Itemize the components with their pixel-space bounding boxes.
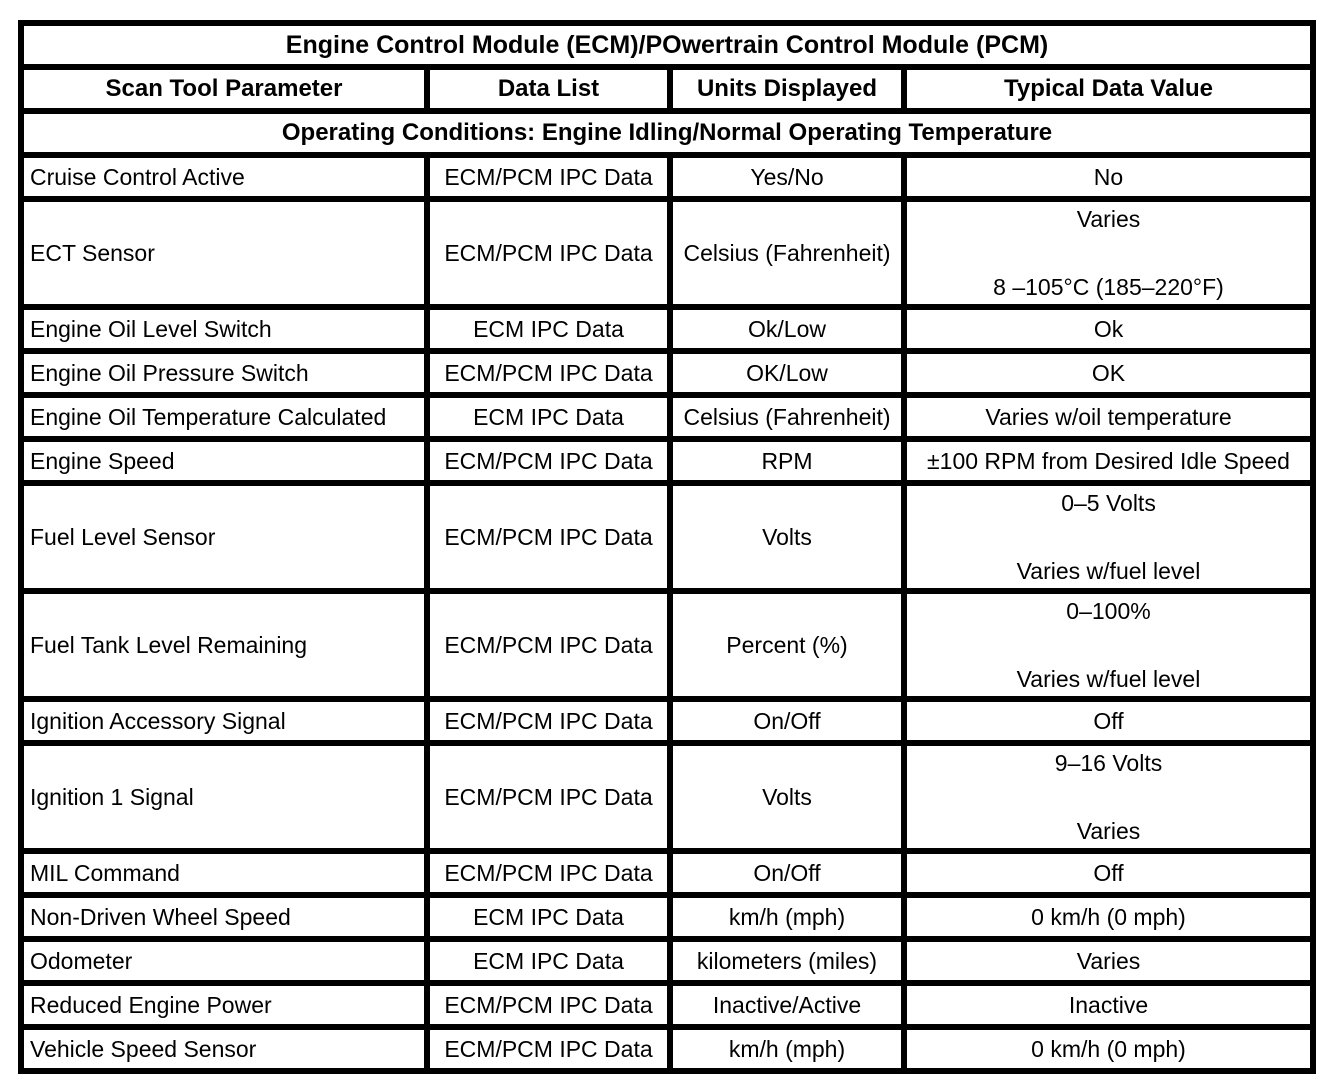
cell-units: km/h (mph): [667, 1024, 907, 1074]
table-row: Non-Driven Wheel Speed ECM IPC Data km/h…: [18, 892, 1317, 942]
typical-value-line: 9–16 Volts: [1054, 750, 1163, 776]
cell-units: Volts: [667, 480, 907, 594]
typical-value-line: Varies w/fuel level: [1016, 666, 1201, 692]
cell-units: Celsius (Fahrenheit): [667, 392, 907, 442]
cell-units: Percent (%): [667, 588, 907, 702]
cell-data-list: ECM/PCM IPC Data: [424, 848, 673, 898]
operating-conditions-row: Operating Conditions: Engine Idling/Norm…: [17, 108, 1317, 158]
cell-parameter: Reduced Engine Power: [18, 980, 430, 1030]
cell-parameter: Engine Oil Pressure Switch: [18, 348, 430, 398]
cell-data-list: ECM/PCM IPC Data: [424, 1024, 673, 1074]
cell-typical-value: Varies w/oil temperature: [900, 392, 1317, 442]
cell-parameter: Vehicle Speed Sensor: [18, 1024, 430, 1074]
table-row: MIL Command ECM/PCM IPC Data On/Off Off: [18, 848, 1317, 898]
column-header-row: Scan Tool Parameter Data List Units Disp…: [18, 64, 1317, 114]
cell-units: Yes/No: [667, 152, 907, 202]
cell-typical-value: Ok: [900, 304, 1317, 354]
cell-units: kilometers (miles): [667, 936, 907, 986]
table-row: Reduced Engine Power ECM/PCM IPC Data In…: [18, 980, 1317, 1030]
cell-data-list: ECM/PCM IPC Data: [424, 152, 673, 202]
cell-units: RPM: [667, 436, 907, 486]
cell-parameter: Fuel Tank Level Remaining: [18, 588, 430, 702]
cell-data-list: ECM/PCM IPC Data: [424, 436, 673, 486]
cell-parameter: Cruise Control Active: [18, 152, 430, 202]
cell-parameter: Engine Oil Temperature Calculated: [18, 392, 430, 442]
cell-typical-value: 0–5 Volts Varies w/fuel level: [900, 480, 1317, 594]
typical-value-line: 0–100%: [1066, 598, 1151, 624]
cell-units: On/Off: [667, 696, 907, 746]
cell-data-list: ECM/PCM IPC Data: [424, 480, 673, 594]
cell-typical-value: No: [900, 152, 1317, 202]
cell-units: Inactive/Active: [667, 980, 907, 1030]
table-row: Engine Oil Level Switch ECM IPC Data Ok/…: [18, 304, 1317, 354]
typical-value-line: Varies w/fuel level: [1016, 558, 1201, 584]
cell-units: Celsius (Fahrenheit): [667, 196, 907, 310]
table-row: Cruise Control Active ECM/PCM IPC Data Y…: [18, 152, 1317, 202]
cell-units: OK/Low: [667, 348, 907, 398]
cell-data-list: ECM/PCM IPC Data: [424, 588, 673, 702]
cell-data-list: ECM/PCM IPC Data: [424, 740, 673, 854]
cell-typical-value: Varies 8 –105°C (185–220°F): [900, 196, 1317, 310]
cell-units: km/h (mph): [667, 892, 907, 942]
table-row: Ignition 1 Signal ECM/PCM IPC Data Volts…: [18, 740, 1317, 854]
table-row: Odometer ECM IPC Data kilometers (miles)…: [18, 936, 1317, 986]
table-row: Engine Oil Pressure Switch ECM/PCM IPC D…: [18, 348, 1317, 398]
cell-typical-value: 9–16 Volts Varies: [900, 740, 1317, 854]
column-header-typical-data-value: Typical Data Value: [900, 64, 1317, 114]
cell-typical-value: 0 km/h (0 mph): [900, 892, 1317, 942]
cell-data-list: ECM IPC Data: [424, 304, 673, 354]
typical-value-line: Varies: [1076, 206, 1141, 232]
cell-parameter: MIL Command: [18, 848, 430, 898]
cell-typical-value: Inactive: [900, 980, 1317, 1030]
cell-parameter: Odometer: [18, 936, 430, 986]
cell-typical-value: ±100 RPM from Desired Idle Speed: [900, 436, 1317, 486]
cell-parameter: Ignition Accessory Signal: [18, 696, 430, 746]
typical-value-line: Varies: [1076, 818, 1141, 844]
cell-parameter: Ignition 1 Signal: [18, 740, 430, 854]
table-row: Ignition Accessory Signal ECM/PCM IPC Da…: [18, 696, 1317, 746]
cell-data-list: ECM/PCM IPC Data: [424, 348, 673, 398]
cell-units: Ok/Low: [667, 304, 907, 354]
cell-data-list: ECM IPC Data: [424, 392, 673, 442]
cell-parameter: Fuel Level Sensor: [18, 480, 430, 594]
cell-parameter: ECT Sensor: [18, 196, 430, 310]
table-row: Vehicle Speed Sensor ECM/PCM IPC Data km…: [18, 1024, 1317, 1074]
cell-data-list: ECM/PCM IPC Data: [424, 696, 673, 746]
column-header-units-displayed: Units Displayed: [667, 64, 907, 114]
cell-typical-value: 0 km/h (0 mph): [900, 1024, 1317, 1074]
column-header-data-list: Data List: [424, 64, 673, 114]
ecm-pcm-data-table: Engine Control Module (ECM)/POwertrain C…: [17, 20, 1317, 1074]
table-row: Fuel Tank Level Remaining ECM/PCM IPC Da…: [18, 588, 1317, 702]
cell-typical-value: Varies: [900, 936, 1317, 986]
table-row: Engine Speed ECM/PCM IPC Data RPM ±100 R…: [18, 436, 1317, 486]
cell-typical-value: Off: [900, 848, 1317, 898]
typical-value-line: 8 –105°C (185–220°F): [993, 274, 1224, 300]
cell-parameter: Engine Oil Level Switch: [18, 304, 430, 354]
cell-typical-value: OK: [900, 348, 1317, 398]
cell-parameter: Engine Speed: [18, 436, 430, 486]
table-row: Fuel Level Sensor ECM/PCM IPC Data Volts…: [18, 480, 1317, 594]
cell-data-list: ECM IPC Data: [424, 892, 673, 942]
cell-units: Volts: [667, 740, 907, 854]
cell-typical-value: 0–100% Varies w/fuel level: [900, 588, 1317, 702]
table-title: Engine Control Module (ECM)/POwertrain C…: [17, 20, 1317, 70]
typical-value-line: 0–5 Volts: [1061, 490, 1156, 516]
cell-data-list: ECM/PCM IPC Data: [424, 196, 673, 310]
cell-data-list: ECM IPC Data: [424, 936, 673, 986]
table-title-row: Engine Control Module (ECM)/POwertrain C…: [17, 20, 1317, 70]
cell-data-list: ECM/PCM IPC Data: [424, 980, 673, 1030]
cell-typical-value: Off: [900, 696, 1317, 746]
cell-parameter: Non-Driven Wheel Speed: [18, 892, 430, 942]
table-row: ECT Sensor ECM/PCM IPC Data Celsius (Fah…: [18, 196, 1317, 310]
column-header-scan-tool-parameter: Scan Tool Parameter: [18, 64, 430, 114]
cell-units: On/Off: [667, 848, 907, 898]
operating-conditions-label: Operating Conditions: Engine Idling/Norm…: [17, 108, 1317, 158]
table-row: Engine Oil Temperature Calculated ECM IP…: [18, 392, 1317, 442]
